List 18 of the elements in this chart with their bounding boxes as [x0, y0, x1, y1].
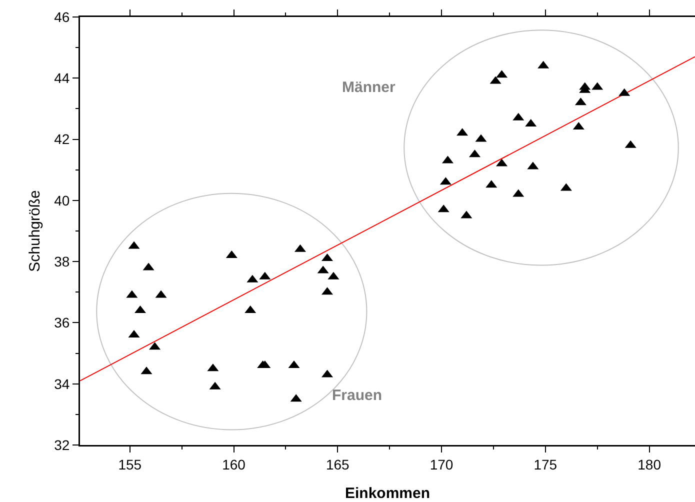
y-tick-label: 46 [54, 8, 70, 25]
annotation: Männer [342, 79, 396, 96]
x-tick-label: 160 [222, 456, 246, 472]
y-tick-label: 34 [54, 376, 70, 392]
y-tick-label: 42 [54, 131, 70, 148]
y-tick-label: 32 [54, 436, 70, 453]
x-tick-label: 180 [638, 456, 662, 472]
y-tick-label: 44 [54, 70, 70, 86]
x-tick-label: 165 [326, 456, 350, 472]
annotation: Frauen [332, 387, 382, 404]
y-tick-label: 40 [54, 192, 70, 208]
x-tick-label: 170 [430, 456, 454, 472]
x-tick-label: 155 [118, 456, 142, 472]
y-axis-title: Schuhgröße [26, 190, 44, 272]
y-tick-label: 38 [54, 253, 70, 270]
y-tick-label: 36 [54, 314, 70, 331]
x-tick-label: 175 [534, 456, 558, 472]
x-axis-title: Einkommen [344, 485, 430, 502]
